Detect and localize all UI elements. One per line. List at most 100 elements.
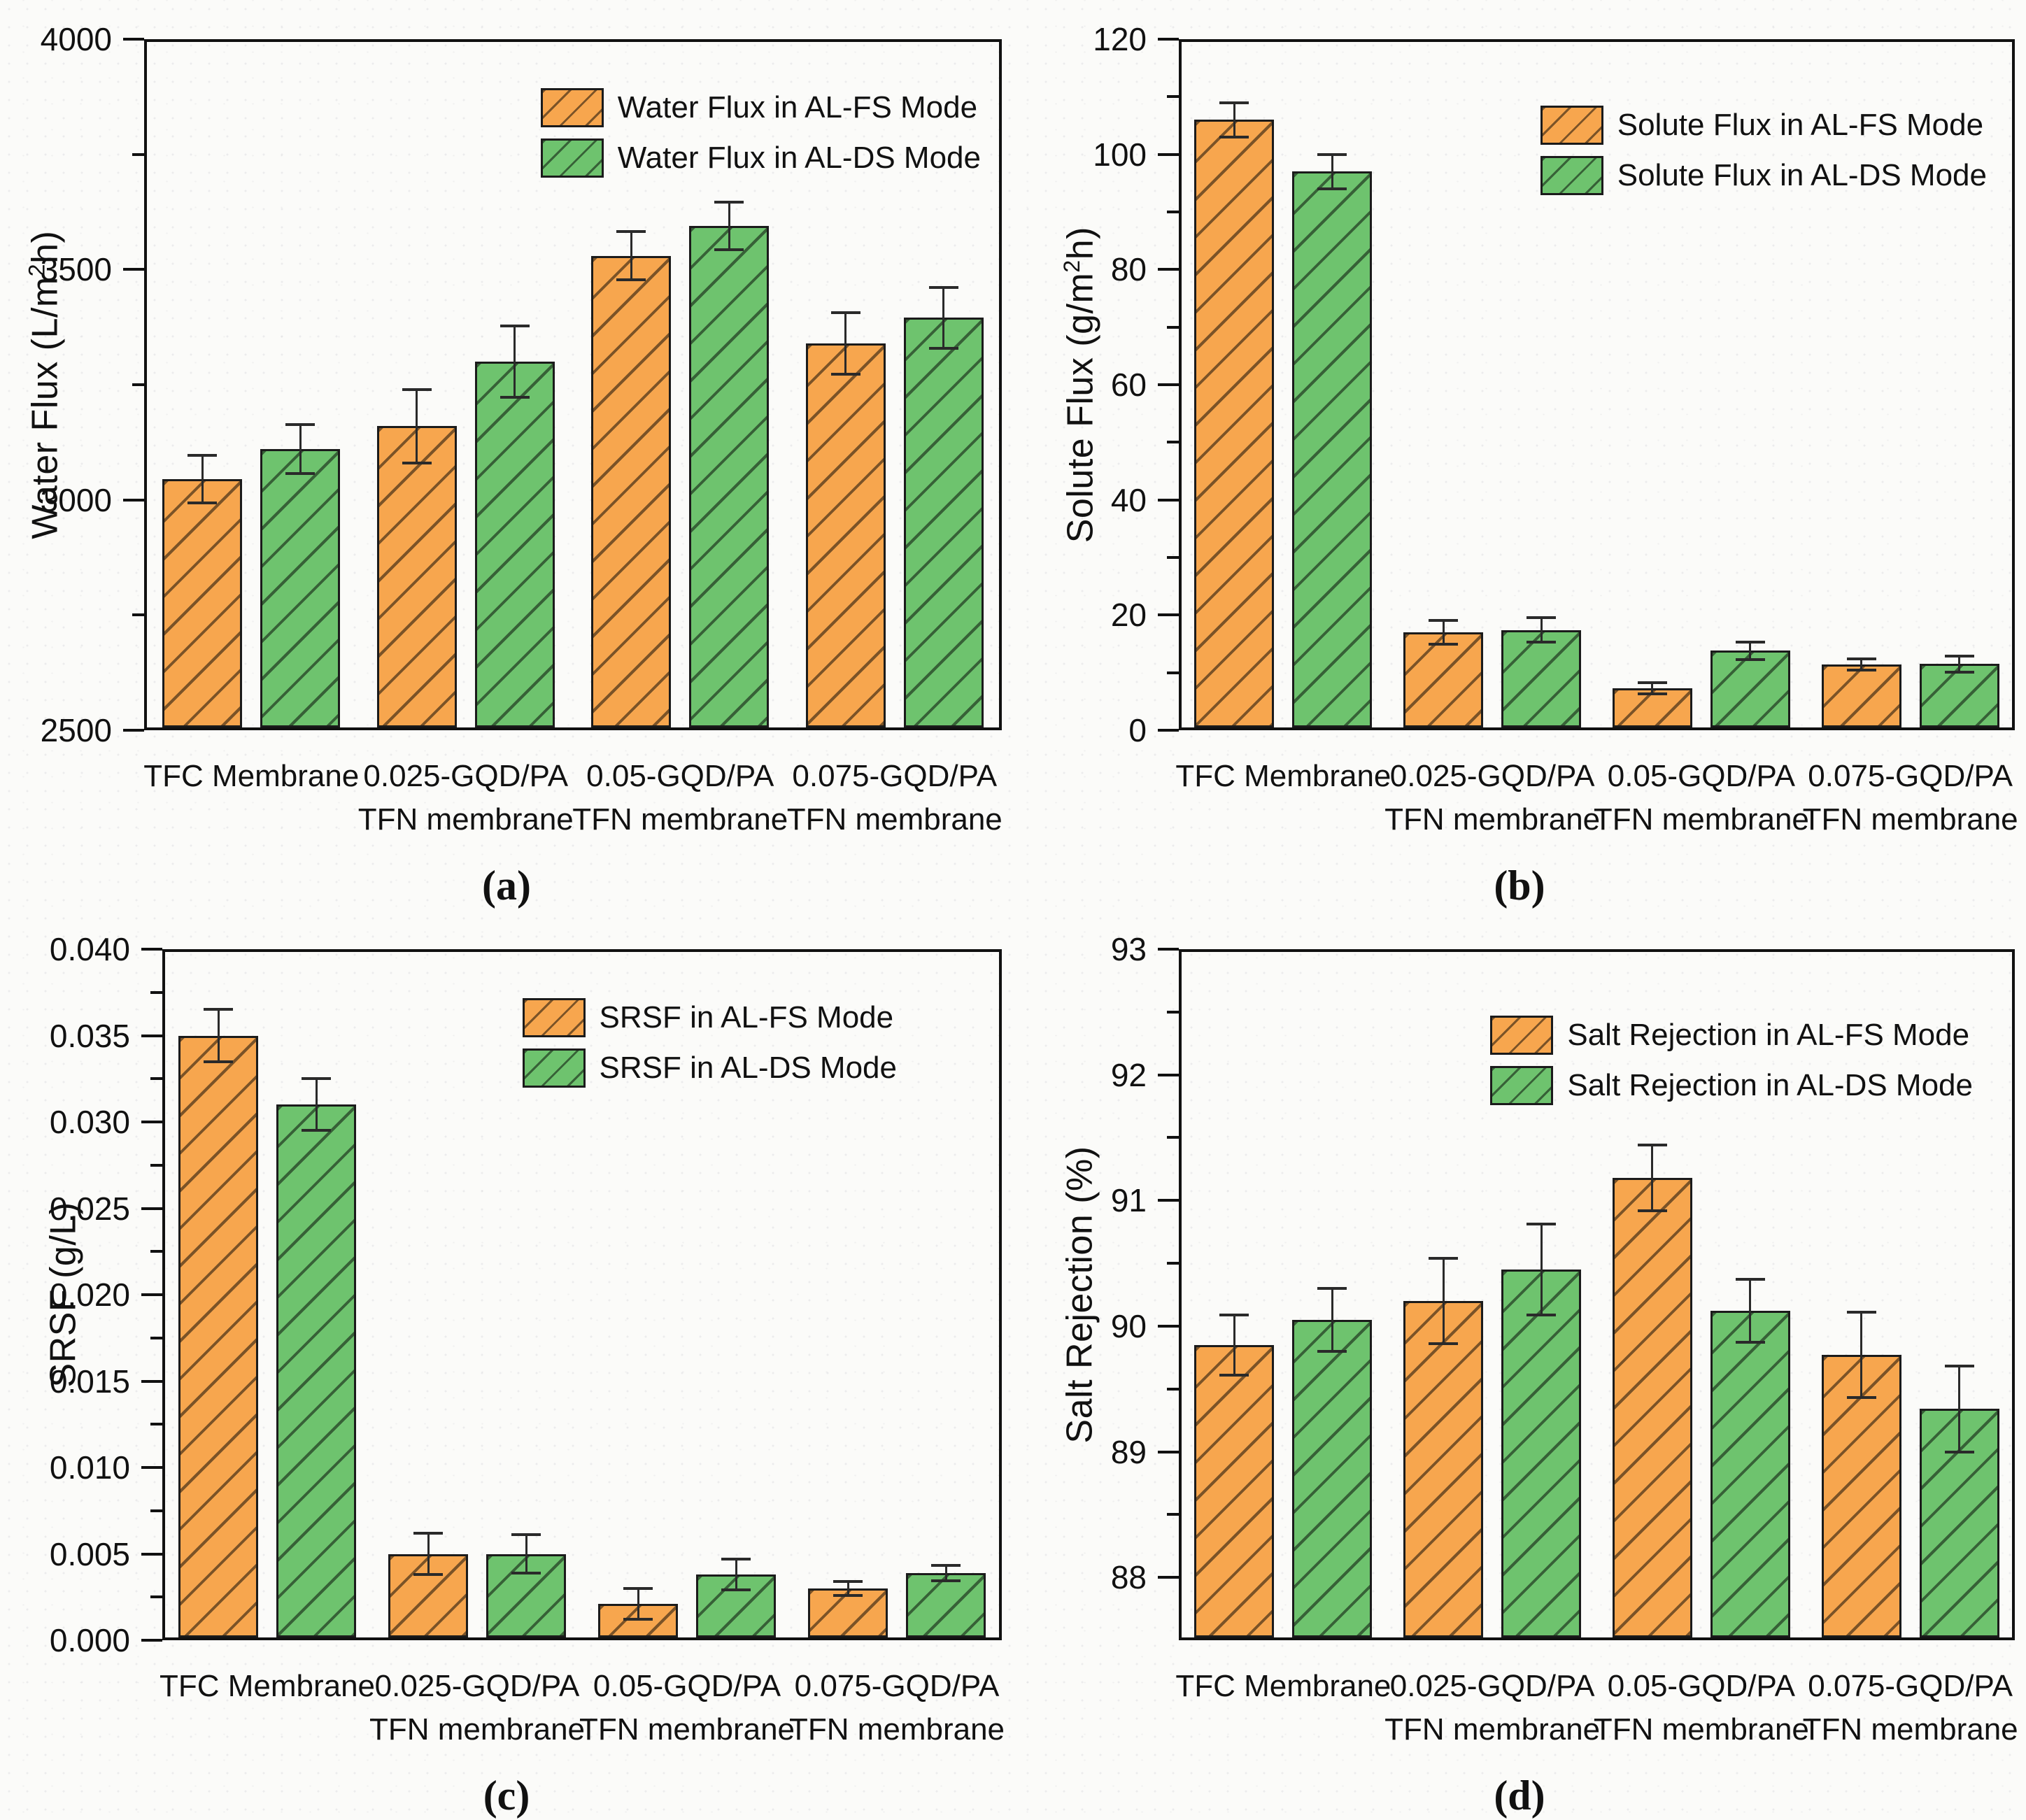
x-axis-category-label: 0.025-GQD/PA xyxy=(374,1669,580,1703)
x-axis-category-label-line2: TFN membrane xyxy=(572,802,788,837)
error-bar-cap xyxy=(204,1060,233,1063)
error-bar xyxy=(1651,1145,1654,1211)
legend-entry: Solute Flux in AL-FS Mode xyxy=(1540,106,1987,145)
error-bar xyxy=(1540,618,1543,643)
error-bar-cap xyxy=(616,278,646,281)
y-axis-minor-tick xyxy=(150,1509,162,1512)
error-bar xyxy=(201,455,204,504)
y-axis-minor-tick xyxy=(150,1595,162,1599)
error-bar-cap xyxy=(623,1586,653,1590)
error-bar-cap xyxy=(1637,1144,1667,1147)
y-axis-major-tick xyxy=(1158,1450,1179,1453)
error-bar-cap xyxy=(500,325,530,328)
y-axis-major-tick xyxy=(123,498,144,502)
error-bar-cap xyxy=(1219,135,1249,138)
error-bar-cap xyxy=(714,248,744,251)
error-bar-cap xyxy=(1526,1223,1557,1226)
error-bar xyxy=(1442,620,1445,645)
y-axis-tick-label: 89 xyxy=(1110,1433,1147,1470)
plot-area xyxy=(1179,949,2015,1640)
error-bar xyxy=(427,1533,430,1575)
error-bar-cap xyxy=(1526,641,1557,644)
y-axis-major-tick xyxy=(141,1121,162,1123)
error-bar xyxy=(846,1581,849,1595)
error-bar xyxy=(525,1535,527,1573)
error-bar-cap xyxy=(302,1077,331,1081)
bar-a-ds-0 xyxy=(260,449,341,727)
y-axis-tick-label: 3000 xyxy=(40,481,112,518)
error-bar-cap xyxy=(413,1531,443,1535)
error-bar-cap xyxy=(285,472,316,476)
y-axis-tick-label: 90 xyxy=(1110,1307,1147,1344)
legend-label: Water Flux in AL-FS Mode xyxy=(617,90,978,125)
legend-label: Solute Flux in AL-FS Mode xyxy=(1617,108,1984,142)
legend: SRSF in AL-FS Mode SRSF in AL-DS Mode xyxy=(522,998,897,1088)
error-bar-cap xyxy=(1526,616,1557,620)
y-axis-major-tick xyxy=(1158,1073,1179,1076)
error-bar-cap xyxy=(623,1618,653,1621)
legend-entry: Water Flux in AL-DS Mode xyxy=(540,138,981,178)
legend-entry: Solute Flux in AL-DS Mode xyxy=(1540,156,1987,195)
y-axis-major-tick xyxy=(1158,613,1179,617)
error-bar-cap xyxy=(511,1571,541,1574)
error-bar-cap xyxy=(402,388,432,391)
error-bar-cap xyxy=(1735,1278,1765,1281)
y-axis-major-tick xyxy=(1158,38,1179,41)
bar-b-fs-3 xyxy=(1821,664,1901,727)
y-axis-tick-label: 2500 xyxy=(40,712,112,748)
x-axis-category-label-line2: TFN membrane xyxy=(1384,1712,1601,1747)
y-axis-tick-label: 120 xyxy=(1093,21,1147,57)
error-bar xyxy=(728,201,730,250)
legend-label: Water Flux in AL-DS Mode xyxy=(617,141,981,175)
error-bar-cap xyxy=(1637,1209,1667,1212)
y-axis-minor-tick xyxy=(132,613,144,617)
y-axis-major-tick xyxy=(1158,1324,1179,1328)
y-axis-major-tick xyxy=(141,1552,162,1556)
x-axis-category-label: 0.025-GQD/PA xyxy=(1389,1669,1595,1703)
y-axis-major-tick xyxy=(1158,383,1179,386)
caption-c: (c) xyxy=(483,1772,530,1819)
bar-b-ds-0 xyxy=(1292,171,1373,727)
bar-b-fs-1 xyxy=(1403,632,1484,727)
error-bar-cap xyxy=(1846,1311,1876,1314)
error-bar xyxy=(1958,655,1961,672)
y-axis-minor-tick xyxy=(1167,441,1179,444)
y-axis-tick-label: 60 xyxy=(1110,367,1147,403)
y-axis-tick-label: 0.020 xyxy=(49,1277,130,1313)
error-bar xyxy=(416,389,418,463)
error-bar-cap xyxy=(187,502,218,505)
error-bar xyxy=(1331,154,1333,190)
error-bar xyxy=(1331,1288,1333,1351)
error-bar-cap xyxy=(830,372,860,376)
error-bar-cap xyxy=(714,200,744,204)
y-axis-title-text: SRSF (g/L) xyxy=(43,1202,84,1388)
error-bar-cap xyxy=(1219,101,1249,104)
error-bar xyxy=(844,312,847,374)
error-bar-cap xyxy=(1944,670,1974,674)
bar-c-ds-3 xyxy=(906,1572,986,1637)
y-axis-minor-tick xyxy=(150,1163,162,1167)
y-axis-minor-tick xyxy=(132,152,144,156)
y-axis-tick-label: 4000 xyxy=(40,21,112,57)
x-axis-category-label: 0.05-GQD/PA xyxy=(1607,1669,1795,1703)
y-axis-tick-label: 0.035 xyxy=(49,1017,130,1054)
error-bar-cap xyxy=(500,395,530,399)
error-bar-cap xyxy=(1317,187,1347,191)
caption-b: (b) xyxy=(1494,862,1545,909)
y-axis-major-tick xyxy=(141,948,162,951)
y-axis-major-tick xyxy=(123,729,144,732)
legend-swatch-icon xyxy=(1490,1066,1554,1105)
y-axis-minor-tick xyxy=(1167,1010,1179,1014)
x-axis-category-label-line2: TFN membrane xyxy=(1384,802,1601,837)
y-axis-major-tick xyxy=(141,1034,162,1037)
y-axis-tick-label: 0.010 xyxy=(49,1449,130,1486)
y-axis-major-tick xyxy=(1158,1199,1179,1202)
legend-entry: SRSF in AL-DS Mode xyxy=(522,1048,897,1088)
error-bar xyxy=(513,326,516,397)
y-axis-minor-tick xyxy=(1167,95,1179,99)
error-bar-cap xyxy=(833,1593,863,1597)
y-axis-minor-tick xyxy=(150,1336,162,1339)
y-axis-minor-tick xyxy=(1167,1136,1179,1139)
y-axis-minor-tick xyxy=(1167,1387,1179,1391)
